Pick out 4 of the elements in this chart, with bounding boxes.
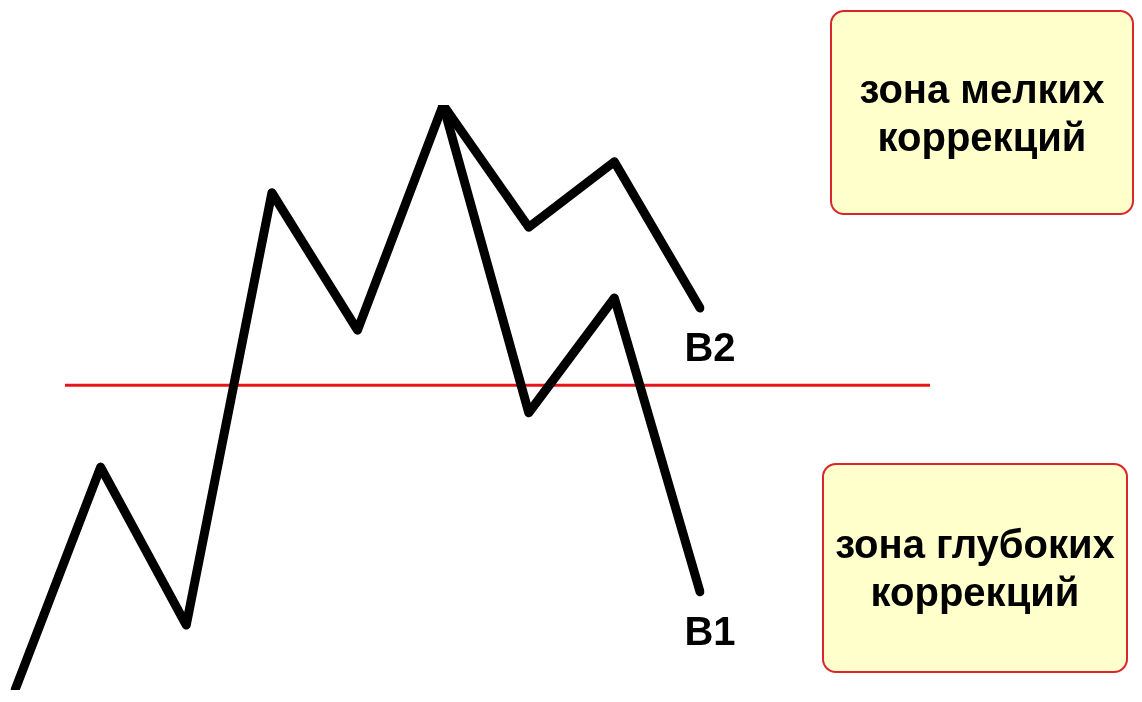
text: зона глубоких коррекций bbox=[822, 463, 1128, 673]
series-label: B1 bbox=[684, 608, 736, 653]
text: зона мелких коррекций bbox=[830, 10, 1134, 215]
series-label: B2 bbox=[684, 325, 736, 370]
